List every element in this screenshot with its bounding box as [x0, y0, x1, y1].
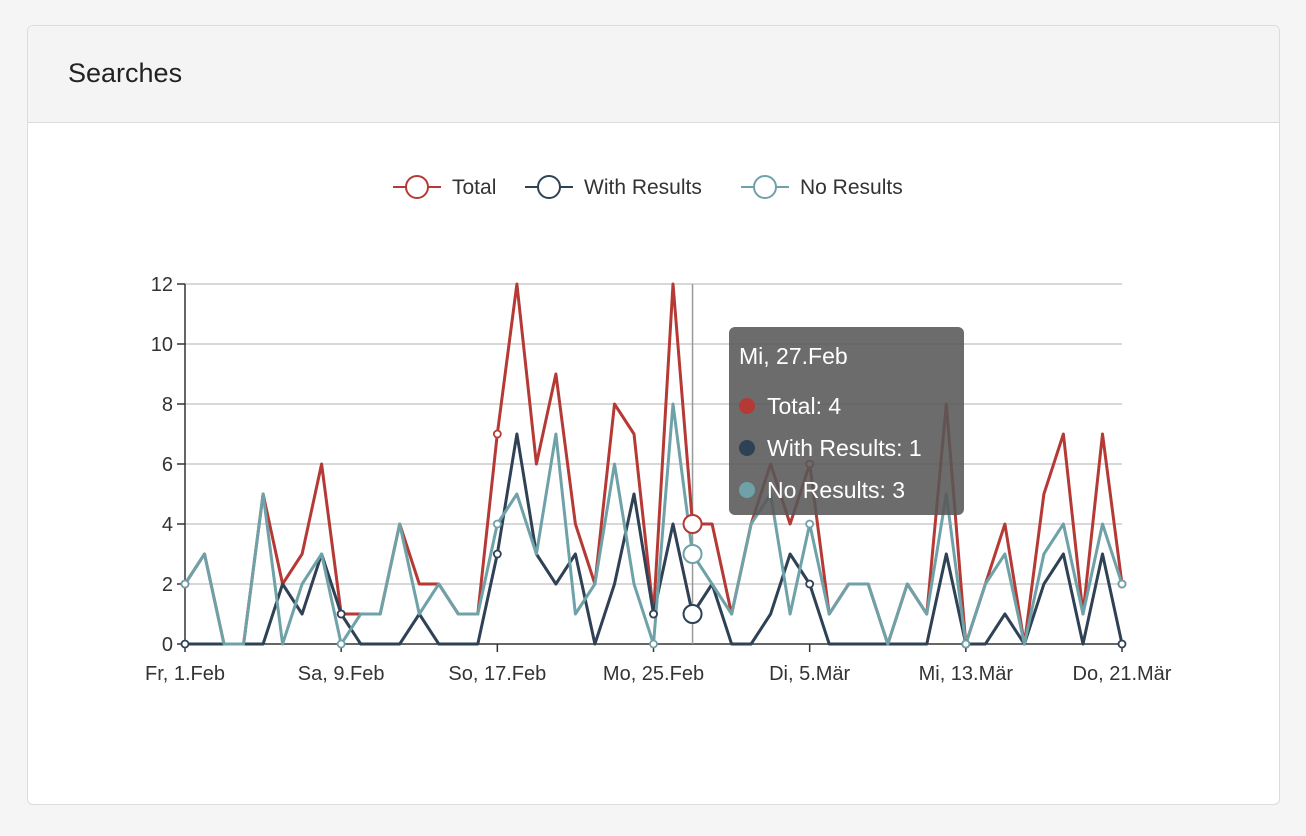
panel-title: Searches	[68, 57, 183, 88]
legend-marker-with-results	[537, 175, 561, 199]
y-tick-label-10: 10	[151, 334, 173, 356]
y-tick-label-8: 8	[162, 394, 173, 416]
tooltip-label-no-results: No Results: 3	[767, 476, 906, 503]
tooltip-row-total: Total: 4	[739, 385, 964, 427]
legend-label-with-results: With Results	[584, 176, 702, 199]
point-no-results-16	[492, 519, 502, 529]
tooltip-label-with-results: With Results: 1	[767, 434, 922, 461]
tooltip-dot-total	[739, 398, 755, 414]
legend-marker-no-results	[753, 175, 777, 199]
tooltip-date: Mi, 27.Feb	[739, 343, 848, 369]
point-no-results-24	[649, 639, 658, 649]
x-tick-label-2: So, 17.Feb	[448, 663, 546, 685]
y-tick-label-0: 0	[162, 634, 173, 656]
point-with-results-8	[336, 609, 346, 619]
point-total-16	[492, 429, 502, 439]
legend-label-no-results: No Results	[800, 176, 903, 199]
point-no-results-32	[805, 519, 815, 529]
x-tick-label-0: Fr, 1.Feb	[145, 663, 225, 685]
point-with-results-48	[1117, 639, 1127, 649]
x-tick-label-3: Mo, 25.Feb	[603, 663, 704, 685]
tooltip-label-total: Total: 4	[767, 392, 842, 419]
point-no-results-0	[180, 579, 190, 589]
point-with-results-0	[180, 639, 190, 649]
y-tick-label-2: 2	[162, 574, 173, 596]
x-tick-label-4: Di, 5.Mär	[769, 663, 850, 685]
y-tick-label-4: 4	[162, 514, 173, 536]
x-tick-label-1: Sa, 9.Feb	[298, 663, 385, 685]
point-with-results-32	[805, 579, 815, 589]
hover-point-total	[682, 514, 703, 534]
panel-header: Searches	[28, 26, 1279, 123]
tooltip-dot-with-results	[739, 440, 755, 456]
legend-label-total: Total	[452, 176, 496, 199]
legend-marker-total	[405, 175, 429, 199]
hover-point-no-results	[682, 544, 703, 564]
y-tick-label-12: 12	[151, 274, 173, 296]
point-no-results-48	[1117, 579, 1127, 589]
chart-tooltip: Mi, 27.Feb Total: 4 With Results: 1 No R…	[729, 327, 964, 515]
y-tick-label-6: 6	[162, 454, 173, 476]
tooltip-row-with-results: With Results: 1	[739, 427, 964, 469]
point-with-results-24	[649, 609, 658, 619]
searches-line-chart[interactable]: 0 2 4 6 8 10 12 Fr, 1.Feb Sa, 9.Feb So, 17.Feb Mo,…	[28, 26, 1279, 804]
point-no-results-8	[336, 639, 346, 649]
tooltip-row-no-results: No Results: 3	[739, 469, 964, 511]
point-with-results-16	[492, 549, 502, 559]
point-no-results-40	[961, 639, 971, 649]
hover-point-with-results	[682, 604, 703, 624]
x-tick-label-6: Do, 21.Mär	[1073, 663, 1172, 685]
x-tick-label-5: Mi, 13.Mär	[919, 663, 1014, 685]
tooltip-dot-no-results	[739, 482, 755, 498]
searches-panel: Searches 0 2 4 6 8 10 12 Fr, 1.Feb Sa, 9.Feb So, …	[27, 25, 1280, 805]
